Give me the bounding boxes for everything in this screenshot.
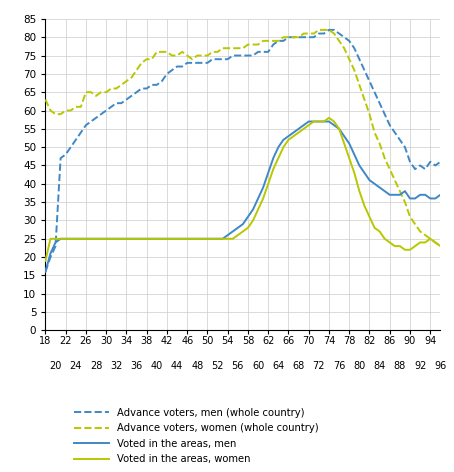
Text: 36: 36 [130, 361, 143, 371]
Text: 32: 32 [110, 361, 123, 371]
Text: 60: 60 [252, 361, 264, 371]
Text: 96: 96 [434, 361, 446, 371]
Text: 44: 44 [171, 361, 183, 371]
Text: 68: 68 [292, 361, 305, 371]
Text: 40: 40 [151, 361, 163, 371]
Text: 52: 52 [211, 361, 224, 371]
Text: 64: 64 [272, 361, 285, 371]
Text: 76: 76 [333, 361, 345, 371]
Text: 24: 24 [69, 361, 82, 371]
Text: 72: 72 [313, 361, 325, 371]
Text: 80: 80 [353, 361, 365, 371]
Text: 56: 56 [232, 361, 244, 371]
Text: 20: 20 [49, 361, 62, 371]
Text: 28: 28 [90, 361, 102, 371]
Text: 92: 92 [414, 361, 426, 371]
Legend: Advance voters, men (whole country), Advance voters, women (whole country), Vote: Advance voters, men (whole country), Adv… [70, 404, 323, 468]
Text: 48: 48 [191, 361, 203, 371]
Text: 88: 88 [394, 361, 406, 371]
Text: 84: 84 [374, 361, 386, 371]
